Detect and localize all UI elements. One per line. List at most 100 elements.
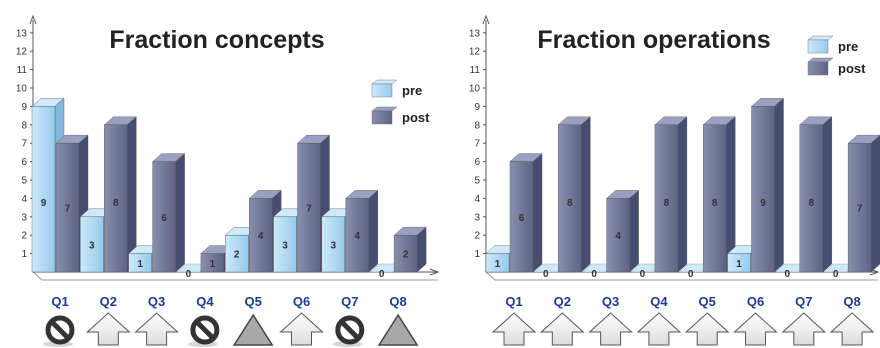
category-label: Q7	[795, 294, 812, 309]
x-axis-arrow	[429, 268, 440, 276]
bar-front-face	[273, 216, 297, 273]
bar-value-label: 7	[857, 204, 863, 215]
category-label: Q5	[699, 294, 716, 309]
bar-front-face	[104, 124, 128, 273]
bar-value-label: 8	[567, 198, 573, 209]
bar-front-face	[654, 124, 679, 273]
up-arrow-icon	[636, 312, 682, 346]
bar-front-face	[606, 198, 630, 273]
legend-label: pre	[838, 39, 858, 54]
bar-value-label: 3	[331, 240, 337, 251]
chart-title: Fraction concepts	[109, 26, 324, 54]
bar-value-label: 1	[736, 259, 742, 270]
y-tick-label: 9	[474, 102, 480, 113]
y-axis-arrow	[482, 14, 490, 25]
bar-value-label: 0	[785, 269, 791, 280]
y-axis-arrow	[29, 14, 37, 25]
legend-label: pre	[402, 83, 422, 98]
bar-front-face	[297, 142, 321, 273]
bar-front-face	[703, 124, 727, 273]
category-label: Q3	[602, 294, 619, 309]
bar-value-label: 4	[615, 231, 621, 242]
bar-front-face	[224, 234, 249, 273]
bar-side-face	[774, 97, 784, 273]
bar-post-Q6: 9	[750, 97, 785, 273]
bar-post-Q8: 7	[847, 134, 880, 273]
bar-side-face	[581, 116, 591, 273]
up-arrow-icon	[733, 312, 778, 346]
legend: pre post	[371, 79, 430, 125]
bar-value-label: 3	[282, 240, 288, 251]
bar-post-Q5: 8	[702, 116, 736, 273]
y-tick-label: 4	[21, 194, 27, 205]
legend-swatch-post	[371, 106, 398, 125]
bar-post-Q2: 8	[103, 116, 137, 273]
y-tick-label: 7	[474, 139, 480, 150]
up-arrow-icon	[134, 312, 179, 346]
no-sign-icon	[43, 315, 75, 347]
bar-front-face	[128, 253, 152, 273]
bar-value-label: 0	[543, 269, 549, 280]
bar-front-face	[847, 142, 872, 273]
bar-value-label: 0	[591, 269, 597, 280]
bar-front-face	[152, 161, 176, 273]
category-label: Q4	[196, 294, 214, 309]
bar-front-face	[751, 106, 775, 273]
triangle-icon	[377, 313, 419, 346]
y-tick-label: 12	[469, 47, 481, 58]
chart-title: Fraction operations	[537, 26, 770, 54]
y-tick-label: 3	[21, 212, 27, 223]
bar-value-label: 4	[258, 231, 264, 242]
bar-value-label: 2	[234, 250, 240, 261]
bar-front-face	[509, 161, 534, 273]
up-arrow-icon	[684, 312, 730, 346]
bar-front-face	[55, 142, 80, 273]
legend-label: post	[402, 110, 430, 125]
chart-1: Fraction concepts1234567891011121397Q138…	[16, 14, 440, 347]
bar-front-face	[345, 198, 369, 273]
legend-swatch-post	[807, 57, 834, 76]
y-tick-label: 13	[469, 28, 481, 39]
legend-label: post	[838, 61, 866, 76]
bar-value-label: 9	[41, 198, 47, 209]
bar-value-label: 1	[495, 259, 501, 270]
bar-value-label: 0	[640, 269, 646, 280]
bar-value-label: 7	[65, 204, 71, 215]
no-sign-icon	[332, 315, 365, 347]
bar-side-face	[175, 153, 185, 273]
y-tick-label: 12	[16, 47, 28, 58]
bar-post-Q3: 4	[606, 189, 640, 273]
y-tick-label: 5	[474, 176, 480, 187]
bar-value-label: 1	[137, 259, 143, 270]
category-label: Q3	[148, 294, 165, 309]
category-label: Q4	[650, 294, 668, 309]
bar-value-label: 8	[113, 198, 119, 209]
y-tick-label: 8	[474, 120, 480, 131]
bar-front-face	[321, 216, 345, 273]
y-tick-label: 11	[17, 65, 28, 76]
bar-side-face	[677, 116, 688, 273]
bar-value-label: 6	[161, 213, 167, 224]
bar-post-Q3: 6	[152, 153, 186, 273]
chart-2: Fraction operations1234567891011121316Q1…	[469, 14, 880, 346]
bar-front-face	[200, 253, 225, 273]
y-tick-label: 13	[16, 28, 28, 39]
floor-edge	[485, 271, 496, 281]
up-arrow-icon	[491, 312, 537, 346]
up-arrow-icon	[540, 312, 585, 346]
floor-edge	[32, 271, 43, 281]
up-arrow-icon	[86, 312, 131, 346]
bar-value-label: 8	[809, 198, 815, 209]
y-tick-label: 9	[21, 102, 27, 113]
bar-side-face	[532, 153, 543, 273]
bar-post-Q1: 6	[509, 153, 543, 273]
bar-front-face	[558, 124, 582, 273]
bar-post-Q2: 8	[557, 116, 591, 273]
bar-value-label: 8	[664, 198, 670, 209]
y-tick-label: 11	[470, 65, 481, 76]
y-tick-label: 7	[21, 139, 27, 150]
legend-swatch-pre	[371, 79, 398, 98]
bar-value-label: 2	[403, 250, 409, 261]
up-arrow-icon	[279, 312, 324, 346]
bar-front-face	[485, 253, 510, 273]
